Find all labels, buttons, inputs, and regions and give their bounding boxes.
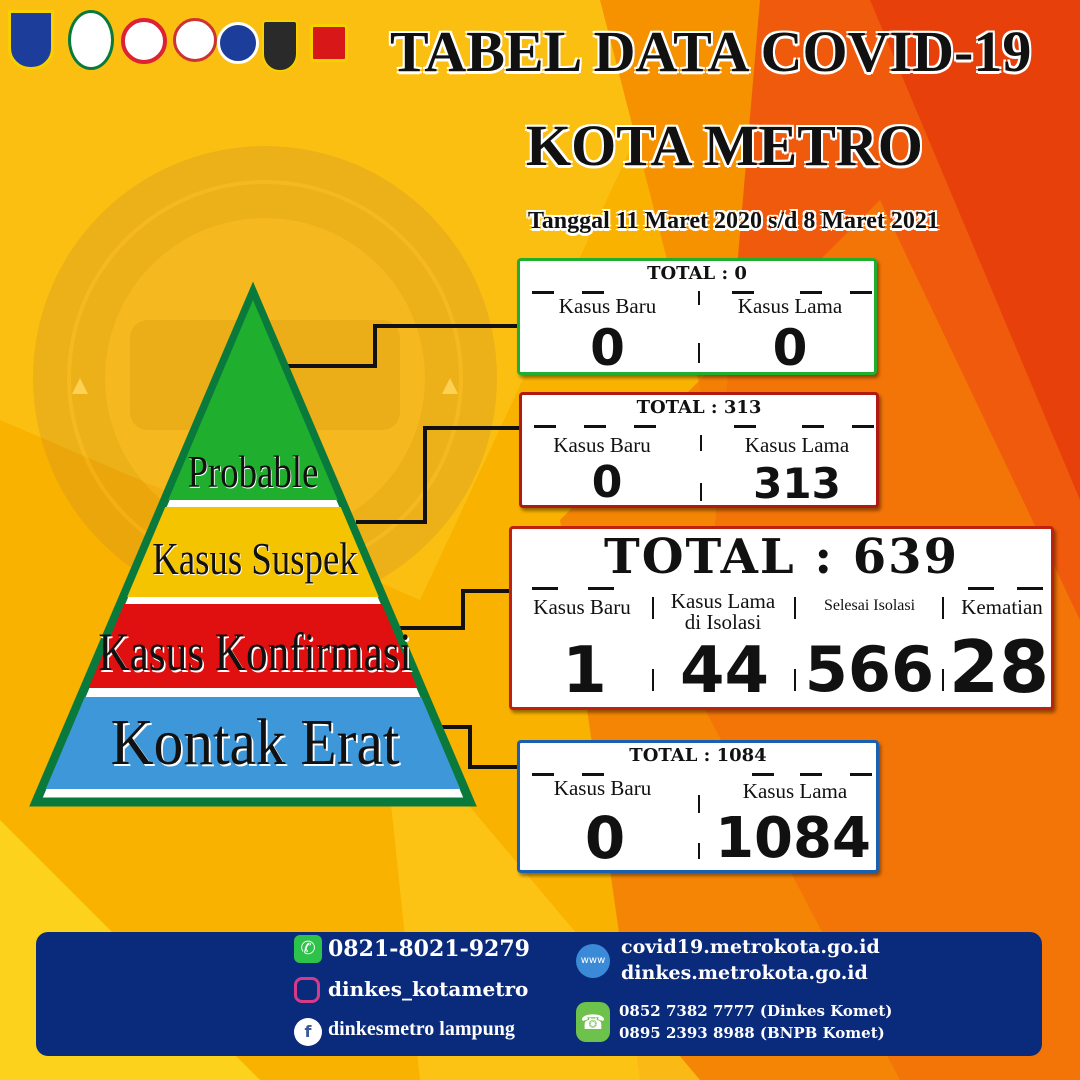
www-globe-icon: www (576, 944, 610, 978)
kematian-value: 28 (948, 625, 1050, 709)
pyramid-label-kontak: Kontak Erat (110, 706, 400, 779)
whatsapp-icon: ✆ (294, 935, 322, 963)
metro-emblem-icon (8, 10, 54, 70)
kasus-baru-value: 0 (590, 319, 625, 377)
instagram-icon (294, 977, 320, 1003)
police-emblem-icon (262, 20, 298, 72)
kasus-lama-value: 1084 (715, 806, 871, 871)
kasus-lama-label: Kasus Lama (744, 433, 850, 457)
kasus-baru-value: 1 (562, 634, 607, 708)
website-link-2[interactable]: dinkes.metrokota.go.id (621, 962, 868, 984)
suspek-box: TOTAL : 313 Kasus Baru Kasus Lama 0 313 (519, 392, 879, 508)
emblem-icon (173, 18, 217, 62)
kasus-lama-label: Kasus Lama di Isolasi (657, 591, 789, 633)
pyramid-level-kontak (42, 697, 464, 789)
facebook-icon: f (294, 1018, 322, 1046)
military-emblem-icon (310, 24, 348, 62)
kasus-baru-label: Kasus Baru (553, 776, 652, 800)
kasus-baru-label: Kasus Baru (533, 595, 631, 619)
konfirmasi-total: TOTAL : 639 (604, 529, 959, 585)
phone-icon: ☎ (576, 1002, 610, 1042)
suspek-total: TOTAL : 313 (636, 397, 762, 418)
kasus-lama-value: 44 (679, 634, 770, 708)
date-range: Tanggal 11 Maret 2020 s/d 8 Maret 2021 (528, 208, 939, 234)
phone-bnpb[interactable]: 0895 2393 8988 (BNPB Komet) (619, 1024, 885, 1042)
contact-footer: ✆ 0821-8021-9279 dinkes_kotametro f dink… (36, 932, 1042, 1056)
bakti-husada-icon (68, 10, 114, 70)
globe-emblem-icon (217, 22, 259, 64)
pyramid-label-probable: Probable (187, 446, 319, 497)
selesai-isolasi-value: 566 (804, 633, 935, 706)
kasus-baru-value: 0 (584, 804, 626, 872)
pyramid-label-suspek: Kasus Suspek (152, 533, 358, 584)
phone-dinkes[interactable]: 0852 7382 7777 (Dinkes Komet) (619, 1002, 893, 1020)
selesai-isolasi-label: Selesai Isolasi (823, 597, 916, 614)
probable-box: TOTAL : 0 Kasus Baru Kasus Lama 0 0 (517, 258, 877, 375)
kasus-lama-value: 0 (772, 319, 808, 377)
kasus-lama-label: Kasus Lama (737, 294, 843, 318)
kontak-box: TOTAL : 1084 Kasus Baru Kasus Lama 0 108… (517, 740, 879, 873)
kasus-baru-label: Kasus Baru (553, 433, 651, 457)
konfirmasi-box: TOTAL : 639 Kasus Baru Kasus Lama di Isol… (509, 526, 1054, 710)
bnpb-icon (121, 18, 167, 64)
website-link-1[interactable]: covid19.metrokota.go.id (621, 936, 880, 958)
kontak-total: TOTAL : 1084 (629, 745, 767, 766)
kasus-lama-label-2: di Isolasi (684, 610, 762, 634)
pyramid-label-konfirmasi: Kasus Konfirmasi (98, 622, 412, 682)
kematian-label: Kematian (961, 595, 1043, 619)
kasus-lama-label-1: Kasus Lama (670, 589, 776, 613)
kasus-lama-label: Kasus Lama (742, 779, 848, 803)
kasus-lama-value: 313 (753, 459, 841, 508)
facebook-account[interactable]: dinkesmetro lampung (328, 1018, 515, 1040)
kasus-baru-label: Kasus Baru (558, 294, 657, 318)
probable-total: TOTAL : 0 (647, 263, 747, 284)
page-subtitle: KOTA METRO (526, 113, 923, 178)
page-title: TABEL DATA COVID-19 (390, 19, 1032, 84)
instagram-handle[interactable]: dinkes_kotametro (328, 977, 529, 1001)
whatsapp-number[interactable]: 0821-8021-9279 (328, 936, 530, 962)
kasus-baru-value: 0 (591, 457, 623, 508)
